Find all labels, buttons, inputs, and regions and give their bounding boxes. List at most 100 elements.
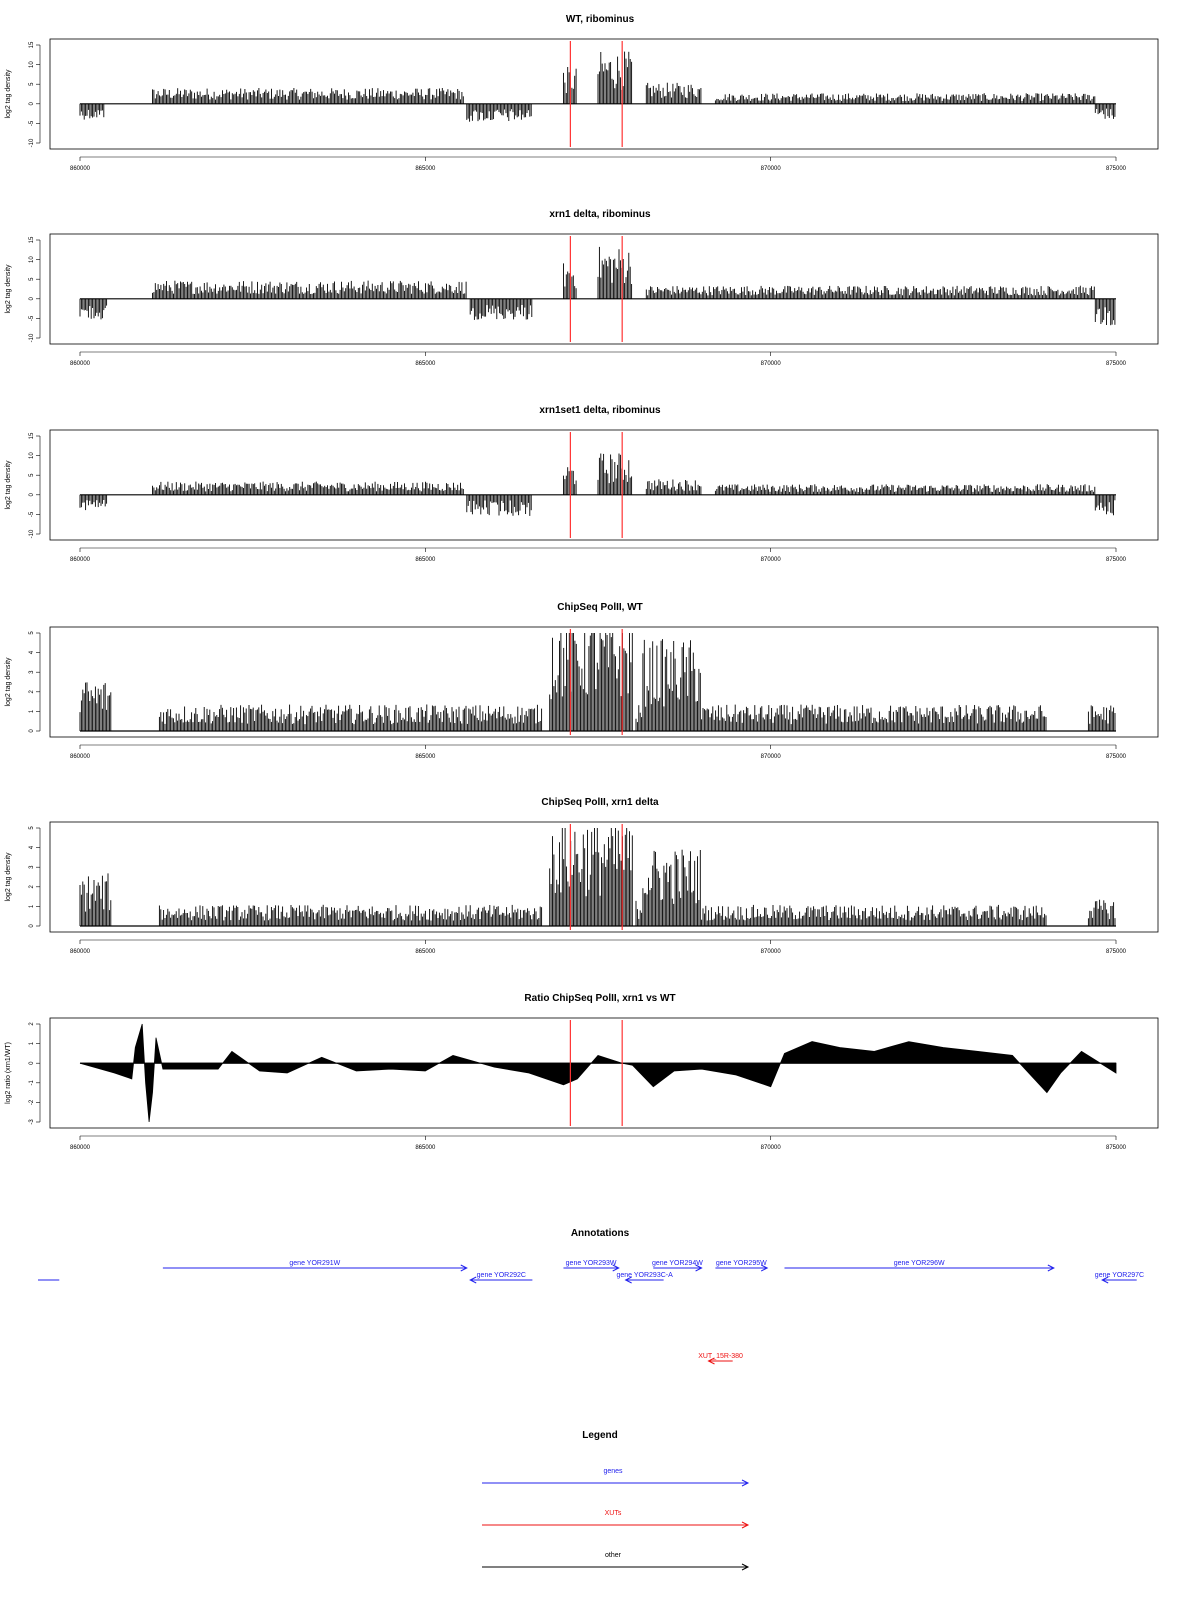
- signal-segment: [79, 103, 105, 120]
- plot-frame: [49, 626, 1159, 738]
- feature-label: gene YOR292C: [477, 1272, 526, 1279]
- signal-segment: [701, 904, 1047, 926]
- y-tick-label: 4: [29, 845, 35, 849]
- arrowhead: [1101, 1276, 1109, 1284]
- signal-segment: [714, 484, 1096, 495]
- y-tick-label: 1: [29, 709, 35, 713]
- y-axis-label: log2 tag density: [5, 852, 12, 902]
- signal-segment: [158, 704, 543, 731]
- x-tick-label: 875000: [1106, 166, 1127, 172]
- signal-segment: [549, 633, 633, 731]
- x-tick-label: 860000: [70, 166, 91, 172]
- y-tick-label: -3: [29, 1119, 35, 1125]
- y-tick-label: 0: [29, 101, 35, 105]
- signal-segment: [469, 298, 533, 320]
- annotations-title: Annotations: [571, 1228, 630, 1239]
- gene-feature: gene YOR292C: [469, 1272, 533, 1284]
- arrowhead: [760, 1264, 769, 1272]
- signal-segment: [152, 280, 467, 299]
- signal-segment: [635, 705, 643, 731]
- ratio-area: [79, 1023, 1117, 1123]
- signal-segment: [466, 103, 532, 122]
- x-tick-label: 860000: [70, 949, 91, 955]
- signal-segment: [635, 900, 643, 926]
- y-tick-label: 2: [29, 689, 35, 693]
- y-tick-label: -10: [29, 529, 35, 538]
- signal-segment: [597, 246, 633, 299]
- signal-segment: [645, 479, 702, 495]
- plot-frame: [49, 429, 1159, 541]
- legend-label: genes: [603, 1468, 623, 1475]
- y-tick-label: 15: [29, 41, 35, 48]
- signal-segment: [79, 682, 112, 731]
- signal-segment: [597, 453, 633, 495]
- legend-label: other: [605, 1552, 622, 1559]
- signal-segment: [645, 82, 702, 104]
- x-tick-label: 875000: [1106, 557, 1127, 563]
- feature-label: gene YOR296W: [894, 1260, 945, 1267]
- chart-panel-5: ChipSeq PolII, xrn1 delta 0 1 2 3 4 5 log2 tag …: [5, 797, 1159, 955]
- chart-panel-1: WT, ribominus -10 -5 0 5 10 15 log2 tag density…: [5, 14, 1159, 172]
- y-tick-label: 15: [29, 236, 35, 243]
- y-tick-label: 3: [29, 670, 35, 674]
- x-tick-label: 865000: [415, 1145, 436, 1151]
- legend-label: XUTs: [605, 1510, 622, 1517]
- y-tick-label: 5: [29, 826, 35, 830]
- gene-feature: gene YOR291W: [162, 1260, 468, 1272]
- y-tick-label: -10: [29, 138, 35, 147]
- y-axis-label: log2 tag density: [5, 69, 12, 119]
- legend-items: genes XUTs other: [482, 1468, 750, 1571]
- y-tick-label: 5: [29, 473, 35, 477]
- signal-segment: [79, 873, 112, 926]
- signal-segment: [158, 904, 543, 926]
- signal-segment: [1087, 899, 1116, 926]
- signal-segment: [466, 494, 532, 516]
- chart-title: Ratio ChipSeq PolII, xrn1 vs WT: [524, 993, 675, 1004]
- legend-item-other: other: [482, 1552, 750, 1571]
- plot-frame: [49, 233, 1159, 345]
- chart-title: ChipSeq PolII, WT: [557, 602, 643, 613]
- chart-title: WT, ribominus: [566, 14, 635, 25]
- x-tick-label: 875000: [1106, 361, 1127, 367]
- x-tick-label: 870000: [761, 949, 782, 955]
- x-tick-label: 870000: [761, 1145, 782, 1151]
- y-tick-label: 2: [29, 1022, 35, 1026]
- xut-feature: XUT_15R-380: [698, 1353, 743, 1365]
- x-tick-label: 870000: [761, 166, 782, 172]
- y-axis-label: log2 tag density: [5, 264, 12, 314]
- y-axis-label: log2 tag density: [5, 460, 12, 510]
- signal-segment: [1087, 705, 1116, 731]
- plot-frame: [49, 38, 1159, 150]
- chart-panel-4: ChipSeq PolII, WT 0 1 2 3 4 5 log2 tag density 8…: [5, 602, 1159, 760]
- chart-panel-6: Ratio ChipSeq PolII, xrn1 vs WT -3 -2 -1 0 1 2…: [5, 993, 1159, 1151]
- feature-label: gene YOR297C: [1095, 1272, 1144, 1279]
- y-tick-label: 1: [29, 904, 35, 908]
- y-tick-label: 3: [29, 865, 35, 869]
- arrowhead: [1047, 1264, 1055, 1272]
- y-tick-label: 0: [29, 924, 35, 928]
- chart-panel-2: xrn1 delta, ribominus -10 -5 0 5 10 15 log2 tag…: [5, 209, 1159, 367]
- signal-segment: [79, 298, 108, 320]
- feature-label: gene YOR293C-A: [616, 1272, 673, 1279]
- annotation-features: gene YOR291W gene YOR292C gene YOR293W gene…: [38, 1260, 1144, 1365]
- chart-title: xrn1 delta, ribominus: [549, 209, 651, 220]
- y-tick-label: -5: [29, 315, 35, 321]
- y-tick-label: 0: [29, 296, 35, 300]
- legend-title: Legend: [582, 1430, 618, 1441]
- arrowhead: [741, 1479, 750, 1487]
- signal-segment: [597, 51, 633, 104]
- x-tick-label: 865000: [415, 166, 436, 172]
- signal-segment: [79, 494, 108, 511]
- signal-segment: [642, 639, 701, 731]
- y-tick-label: -10: [29, 333, 35, 342]
- signal-segment: [714, 93, 1096, 104]
- y-tick-label: 0: [29, 729, 35, 733]
- arrowhead: [624, 1276, 632, 1284]
- y-tick-label: 10: [29, 61, 35, 68]
- gene-feature: gene YOR296W: [784, 1260, 1055, 1272]
- signal-segment: [701, 704, 1047, 731]
- y-tick-label: 0: [29, 1061, 35, 1065]
- x-tick-label: 875000: [1106, 754, 1127, 760]
- x-tick-label: 860000: [70, 754, 91, 760]
- x-tick-label: 870000: [761, 557, 782, 563]
